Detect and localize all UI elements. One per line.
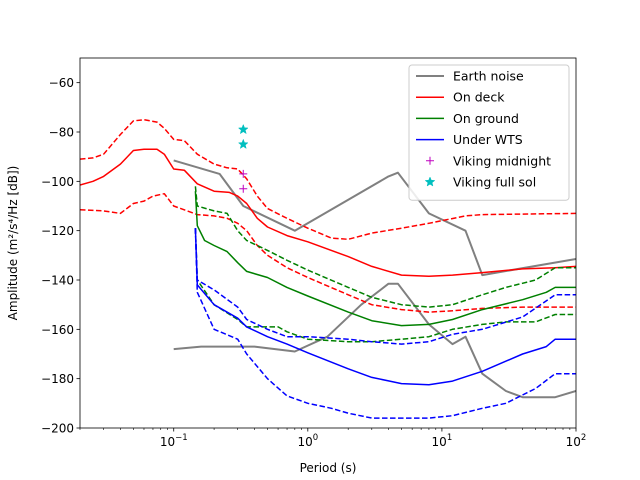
x-tick-label: 10−1 (160, 433, 188, 449)
marker-1-0 (237, 123, 249, 135)
y-tick-label: −120 (41, 224, 74, 238)
y-axis-label: Amplitude (m²/s⁴/Hz [dB]) (6, 166, 20, 321)
x-tick-label: 101 (432, 433, 453, 449)
series-line-3 (80, 118, 576, 241)
marker-1-1 (237, 138, 249, 149)
y-tick-label: −180 (41, 372, 74, 386)
legend: Earth noise On deck On ground Under WTS Viki… (408, 64, 570, 201)
series-line-4 (80, 192, 576, 313)
series-line-6 (194, 186, 576, 308)
legend-label: On ground (453, 111, 519, 126)
series-line-7 (194, 228, 576, 343)
y-tick-label: −80 (49, 126, 74, 140)
series-layer (80, 118, 576, 419)
legend-label: Viking full sol (453, 175, 536, 190)
y-tick-label: −60 (49, 76, 74, 90)
y-tick-label: −100 (41, 175, 74, 189)
marker-0-0 (239, 169, 248, 178)
series-line-8 (194, 228, 576, 386)
x-tick-label: 102 (566, 433, 587, 449)
legend-swatch (424, 176, 436, 187)
y-tick-label: −200 (41, 422, 74, 436)
series-line-10 (194, 228, 576, 419)
marker-0-1 (239, 184, 248, 193)
series-line-9 (194, 228, 576, 345)
y-tick-label: −140 (41, 274, 74, 288)
legend-label: Under WTS (453, 132, 523, 147)
legend-label: Viking midnight (453, 153, 551, 168)
x-axis-label: Period (s) (300, 461, 357, 475)
legend-label: Earth noise (453, 69, 524, 84)
legend-label: On deck (453, 90, 505, 105)
y-tick-label: −160 (41, 323, 74, 337)
legend-box (408, 64, 570, 201)
series-line-0 (173, 159, 576, 277)
plot-frame (79, 57, 577, 429)
axis-layer: −200 −180 −160 −140 −120 −100 −80 −60 10−1 100 101… (41, 76, 586, 449)
legend-swatch (426, 156, 434, 165)
series-line-5 (194, 191, 576, 327)
x-tick-label: 100 (297, 433, 318, 449)
series-line-1 (173, 282, 576, 399)
series-line-2 (80, 148, 576, 278)
